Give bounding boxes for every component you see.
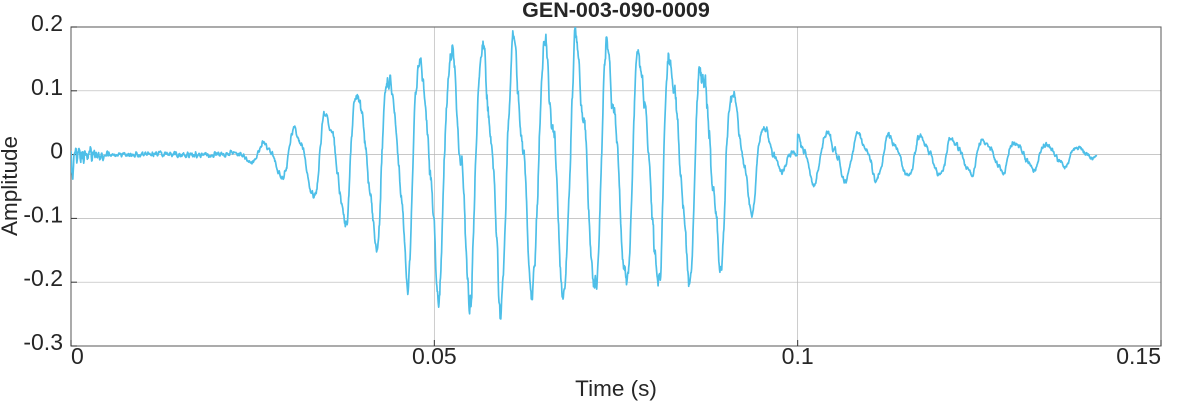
svg-text:0.1: 0.1	[31, 74, 63, 100]
svg-text:0.2: 0.2	[31, 10, 63, 36]
svg-text:Amplitude: Amplitude	[0, 136, 22, 236]
svg-text:Time (s): Time (s)	[575, 376, 657, 401]
svg-text:0.15: 0.15	[1116, 343, 1161, 369]
svg-text:-0.1: -0.1	[23, 201, 63, 227]
svg-text:GEN-003-090-0009: GEN-003-090-0009	[522, 0, 710, 22]
svg-text:0.05: 0.05	[412, 343, 457, 369]
svg-text:0.1: 0.1	[782, 343, 814, 369]
svg-text:-0.3: -0.3	[23, 329, 63, 355]
svg-text:0: 0	[50, 138, 63, 164]
svg-text:0: 0	[71, 343, 84, 369]
svg-text:-0.2: -0.2	[23, 265, 63, 291]
